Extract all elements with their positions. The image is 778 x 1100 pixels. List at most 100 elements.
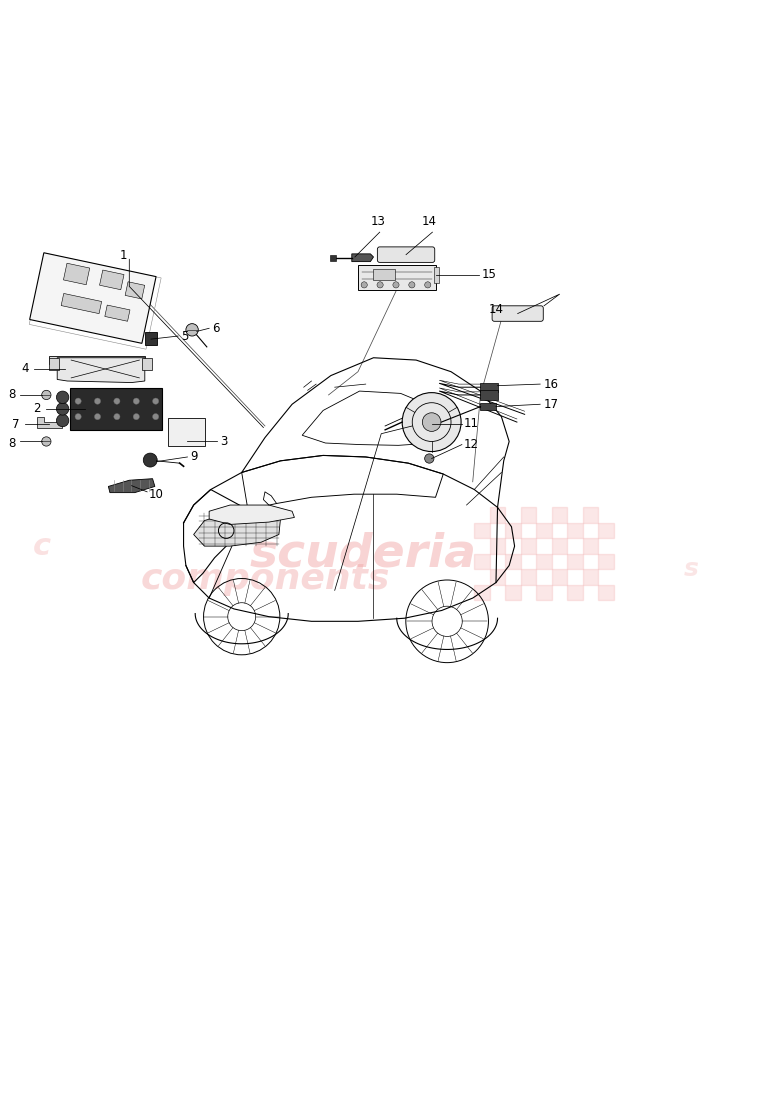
- Circle shape: [152, 414, 159, 420]
- Polygon shape: [105, 305, 130, 321]
- Bar: [598, 554, 614, 570]
- Text: 14: 14: [489, 304, 503, 316]
- Text: 8: 8: [8, 437, 16, 450]
- Circle shape: [361, 282, 367, 288]
- Text: s: s: [684, 558, 699, 582]
- Circle shape: [114, 398, 120, 405]
- Text: 7: 7: [12, 418, 20, 431]
- Text: 6: 6: [212, 322, 219, 334]
- Text: 10: 10: [149, 487, 163, 500]
- Bar: [583, 507, 598, 522]
- Bar: [505, 585, 520, 601]
- Bar: [552, 538, 567, 554]
- Circle shape: [114, 414, 120, 420]
- Text: 8: 8: [8, 388, 16, 401]
- Polygon shape: [108, 478, 155, 493]
- Circle shape: [42, 437, 51, 447]
- Circle shape: [94, 398, 100, 405]
- Circle shape: [57, 392, 68, 404]
- Circle shape: [425, 282, 431, 288]
- Bar: [475, 522, 490, 538]
- FancyBboxPatch shape: [481, 390, 498, 399]
- Text: 1: 1: [120, 249, 127, 262]
- Text: 5: 5: [181, 330, 188, 342]
- Polygon shape: [37, 417, 62, 428]
- FancyBboxPatch shape: [50, 358, 59, 370]
- Circle shape: [393, 282, 399, 288]
- Bar: [552, 507, 567, 522]
- Text: 16: 16: [543, 377, 559, 390]
- Circle shape: [402, 393, 461, 451]
- Circle shape: [152, 398, 159, 405]
- Text: 9: 9: [191, 451, 198, 463]
- Text: 12: 12: [464, 438, 478, 451]
- Circle shape: [377, 282, 384, 288]
- FancyBboxPatch shape: [373, 270, 395, 280]
- Bar: [505, 522, 520, 538]
- Circle shape: [57, 415, 68, 427]
- Text: 15: 15: [482, 268, 497, 282]
- Polygon shape: [352, 254, 373, 262]
- Polygon shape: [100, 270, 124, 289]
- Circle shape: [75, 414, 81, 420]
- FancyBboxPatch shape: [330, 254, 336, 261]
- Bar: [598, 585, 614, 601]
- Circle shape: [75, 398, 81, 405]
- Circle shape: [133, 398, 139, 405]
- FancyBboxPatch shape: [481, 383, 498, 392]
- Polygon shape: [209, 505, 294, 525]
- Polygon shape: [61, 294, 102, 313]
- Bar: [583, 570, 598, 585]
- FancyBboxPatch shape: [481, 403, 496, 410]
- Bar: [536, 585, 552, 601]
- Text: scuderia: scuderia: [250, 531, 476, 576]
- Circle shape: [422, 412, 441, 431]
- FancyBboxPatch shape: [168, 418, 205, 447]
- Polygon shape: [194, 513, 280, 546]
- Bar: [505, 554, 520, 570]
- Text: 13: 13: [370, 216, 386, 229]
- FancyBboxPatch shape: [377, 246, 435, 263]
- Text: 2: 2: [33, 403, 40, 416]
- Circle shape: [143, 453, 157, 468]
- Bar: [536, 554, 552, 570]
- Polygon shape: [50, 356, 145, 364]
- Circle shape: [186, 323, 198, 336]
- Text: components: components: [141, 562, 391, 596]
- Polygon shape: [125, 282, 145, 299]
- Bar: [520, 538, 536, 554]
- Bar: [567, 585, 583, 601]
- Polygon shape: [58, 358, 145, 383]
- Bar: [490, 538, 505, 554]
- Bar: [520, 507, 536, 522]
- Text: 4: 4: [22, 362, 30, 375]
- Bar: [490, 570, 505, 585]
- Text: 17: 17: [543, 398, 559, 410]
- Text: 14: 14: [422, 216, 436, 229]
- Text: 3: 3: [220, 434, 227, 448]
- FancyBboxPatch shape: [434, 267, 439, 283]
- FancyBboxPatch shape: [142, 358, 152, 370]
- Circle shape: [57, 403, 68, 415]
- Text: 11: 11: [464, 417, 478, 430]
- Bar: [520, 570, 536, 585]
- FancyBboxPatch shape: [145, 332, 157, 344]
- FancyBboxPatch shape: [492, 306, 543, 321]
- Polygon shape: [30, 253, 156, 343]
- Bar: [536, 522, 552, 538]
- Polygon shape: [64, 263, 89, 285]
- Bar: [552, 570, 567, 585]
- Bar: [567, 522, 583, 538]
- Circle shape: [408, 282, 415, 288]
- Bar: [598, 522, 614, 538]
- Bar: [567, 554, 583, 570]
- Bar: [490, 507, 505, 522]
- Circle shape: [425, 454, 434, 463]
- Bar: [583, 538, 598, 554]
- Polygon shape: [70, 387, 162, 430]
- Circle shape: [133, 414, 139, 420]
- Circle shape: [94, 414, 100, 420]
- Bar: [475, 554, 490, 570]
- Text: c: c: [33, 531, 51, 561]
- Circle shape: [42, 390, 51, 399]
